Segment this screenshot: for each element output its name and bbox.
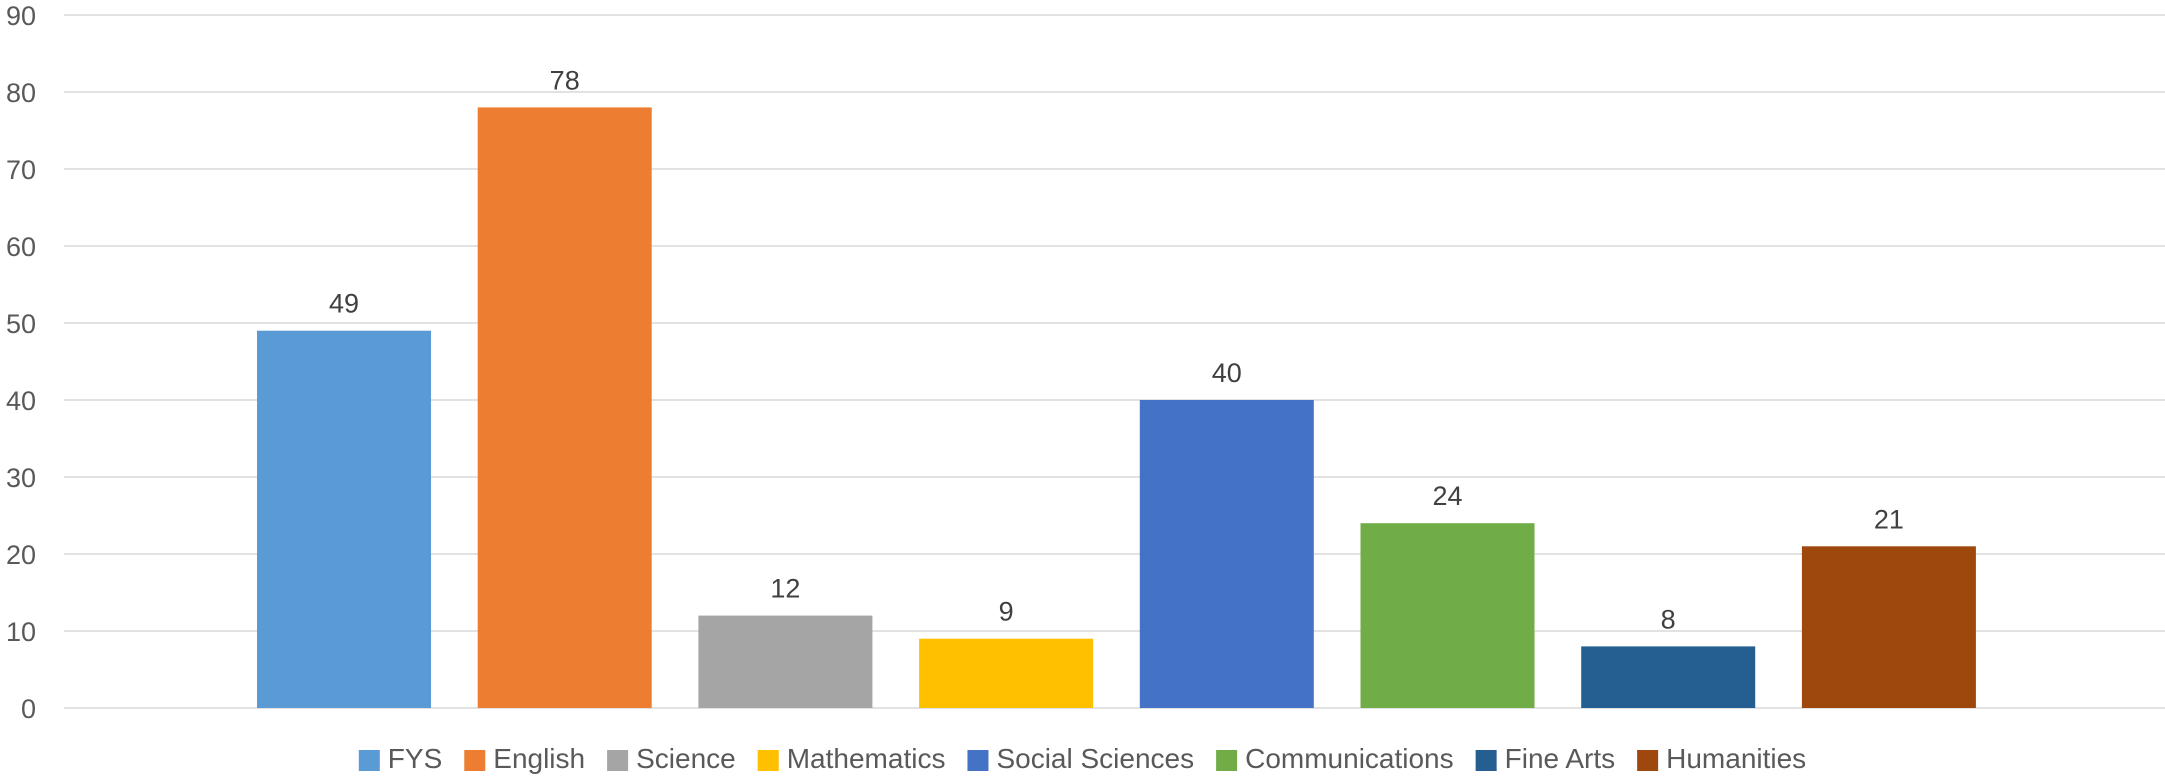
legend-swatch-humanities [1637, 750, 1659, 771]
bar-fine-arts [1581, 646, 1756, 708]
bar-communications [1360, 523, 1535, 708]
bar-english [477, 107, 652, 708]
data-label-mathematics: 9 [999, 597, 1014, 627]
y-tick-label: 20 [6, 540, 36, 570]
bar-science [698, 615, 873, 708]
legend-swatch-communications [1216, 750, 1238, 771]
legend-item-science: Science [607, 743, 736, 774]
legend-item-fys: FYS [358, 743, 442, 774]
legend-swatch-fys [358, 750, 380, 771]
data-label-social-sciences: 40 [1212, 358, 1242, 388]
y-tick-label: 0 [21, 694, 36, 724]
y-tick-label: 10 [6, 617, 36, 647]
legend-item-communications: Communications [1216, 743, 1454, 774]
legend-swatch-fine-arts [1475, 750, 1497, 771]
bar-fys [257, 330, 431, 708]
y-tick-label: 50 [6, 309, 36, 339]
y-tick-label: 70 [6, 155, 36, 185]
legend-item-english: English [464, 743, 585, 774]
legend-label-science: Science [636, 743, 736, 774]
bar-humanities [1801, 546, 1976, 708]
legend-item-fine-arts: Fine Arts [1475, 743, 1615, 774]
legend-item-mathematics: Mathematics [757, 743, 946, 774]
y-tick-label: 60 [6, 232, 36, 262]
data-label-fys: 49 [329, 289, 359, 319]
data-label-fine-arts: 8 [1661, 604, 1676, 634]
legend: FYS English Science Mathematics Social Scien… [358, 743, 1806, 774]
legend-item-social-sciences: Social Sciences [967, 743, 1194, 774]
data-label-humanities: 21 [1874, 504, 1904, 534]
legend-label-english: English [493, 743, 585, 774]
y-axis-tick-labels: 0 10 20 30 40 50 60 70 80 90 [6, 1, 36, 724]
legend-label-mathematics: Mathematics [787, 743, 946, 774]
y-tick-label: 90 [6, 1, 36, 31]
data-label-english: 78 [550, 65, 580, 95]
legend-label-social-sciences: Social Sciences [996, 743, 1194, 774]
bar-social-sciences [1139, 400, 1314, 708]
legend-item-humanities: Humanities [1637, 743, 1806, 774]
y-tick-label: 80 [6, 78, 36, 108]
bar-mathematics [919, 638, 1094, 708]
data-label-science: 12 [770, 574, 800, 604]
bars [257, 107, 1976, 708]
legend-label-communications: Communications [1245, 743, 1454, 774]
y-tick-label: 30 [6, 463, 36, 493]
legend-swatch-social-sciences [967, 750, 989, 771]
y-tick-label: 40 [6, 386, 36, 416]
legend-label-humanities: Humanities [1666, 743, 1806, 774]
data-labels: 49 78 12 9 40 24 8 21 [329, 65, 1904, 634]
legend-swatch-english [464, 750, 486, 771]
legend-label-fine-arts: Fine Arts [1505, 743, 1615, 774]
legend-label-fys: FYS [388, 743, 442, 774]
data-label-communications: 24 [1432, 481, 1462, 511]
legend-swatch-science [607, 750, 629, 771]
legend-swatch-mathematics [757, 750, 779, 771]
